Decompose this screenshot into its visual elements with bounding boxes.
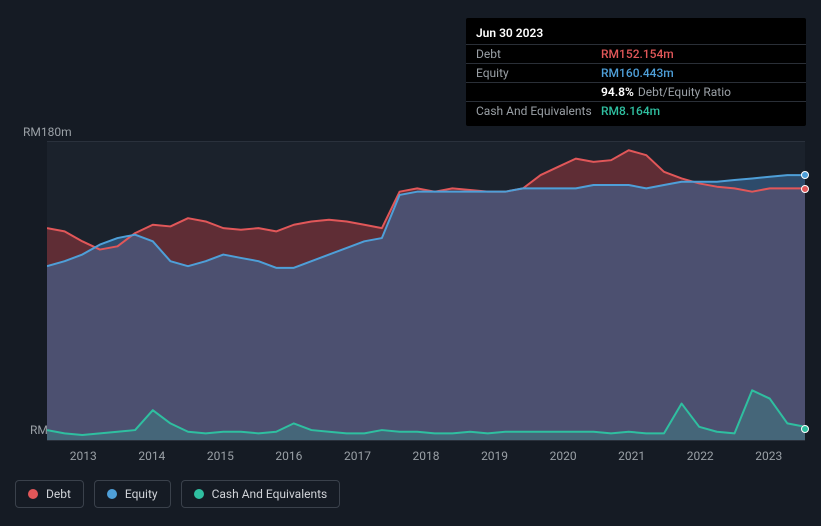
- tooltip-row-cash: Cash And Equivalents RM8.164m: [466, 101, 806, 120]
- tooltip-value: RM152.154m: [601, 47, 674, 61]
- chart-svg: [47, 142, 805, 440]
- legend-item-cash-and-equivalents[interactable]: Cash And Equivalents: [181, 480, 341, 508]
- legend: Debt Equity Cash And Equivalents: [15, 480, 340, 508]
- tooltip-ratio-label: Debt/Equity Ratio: [638, 85, 731, 99]
- tooltip-value: RM8.164m: [601, 104, 660, 118]
- x-tick: 2014: [118, 449, 187, 465]
- x-tick: 2022: [666, 449, 735, 465]
- series-end-marker: [801, 171, 809, 179]
- legend-label: Cash And Equivalents: [212, 487, 328, 501]
- x-tick: 2016: [255, 449, 324, 465]
- tooltip-value: RM160.443m: [601, 66, 674, 80]
- plot-area[interactable]: [47, 141, 805, 441]
- tooltip-label: [476, 85, 601, 99]
- series-end-marker: [801, 185, 809, 193]
- tooltip-date: Jun 30 2023: [466, 24, 806, 44]
- tooltip-row-ratio: 94.8% Debt/Equity Ratio: [466, 82, 806, 101]
- x-tick: 2019: [460, 449, 529, 465]
- tooltip-label: Equity: [476, 66, 601, 80]
- legend-item-debt[interactable]: Debt: [15, 480, 84, 508]
- legend-swatch: [194, 489, 204, 499]
- x-tick: 2018: [392, 449, 461, 465]
- y-axis-max-label: RM180m: [23, 125, 72, 139]
- legend-label: Debt: [46, 487, 71, 501]
- x-tick: 2023: [734, 449, 803, 465]
- x-tick: 2013: [49, 449, 118, 465]
- tooltip-label: Debt: [476, 47, 601, 61]
- tooltip-label: Cash And Equivalents: [476, 104, 601, 118]
- legend-swatch: [107, 489, 117, 499]
- x-tick: 2021: [597, 449, 666, 465]
- tooltip-row-equity: Equity RM160.443m: [466, 63, 806, 82]
- x-axis: 2013201420152016201720182019202020212022…: [47, 445, 805, 465]
- x-tick: 2020: [529, 449, 598, 465]
- x-tick: 2017: [323, 449, 392, 465]
- legend-item-equity[interactable]: Equity: [94, 480, 171, 508]
- tooltip-row-debt: Debt RM152.154m: [466, 44, 806, 63]
- legend-swatch: [28, 489, 38, 499]
- x-tick: 2015: [186, 449, 255, 465]
- series-end-marker: [801, 425, 809, 433]
- chart-tooltip: Jun 30 2023 Debt RM152.154m Equity RM160…: [466, 18, 806, 126]
- tooltip-ratio-value: 94.8%: [601, 85, 634, 99]
- legend-label: Equity: [125, 487, 158, 501]
